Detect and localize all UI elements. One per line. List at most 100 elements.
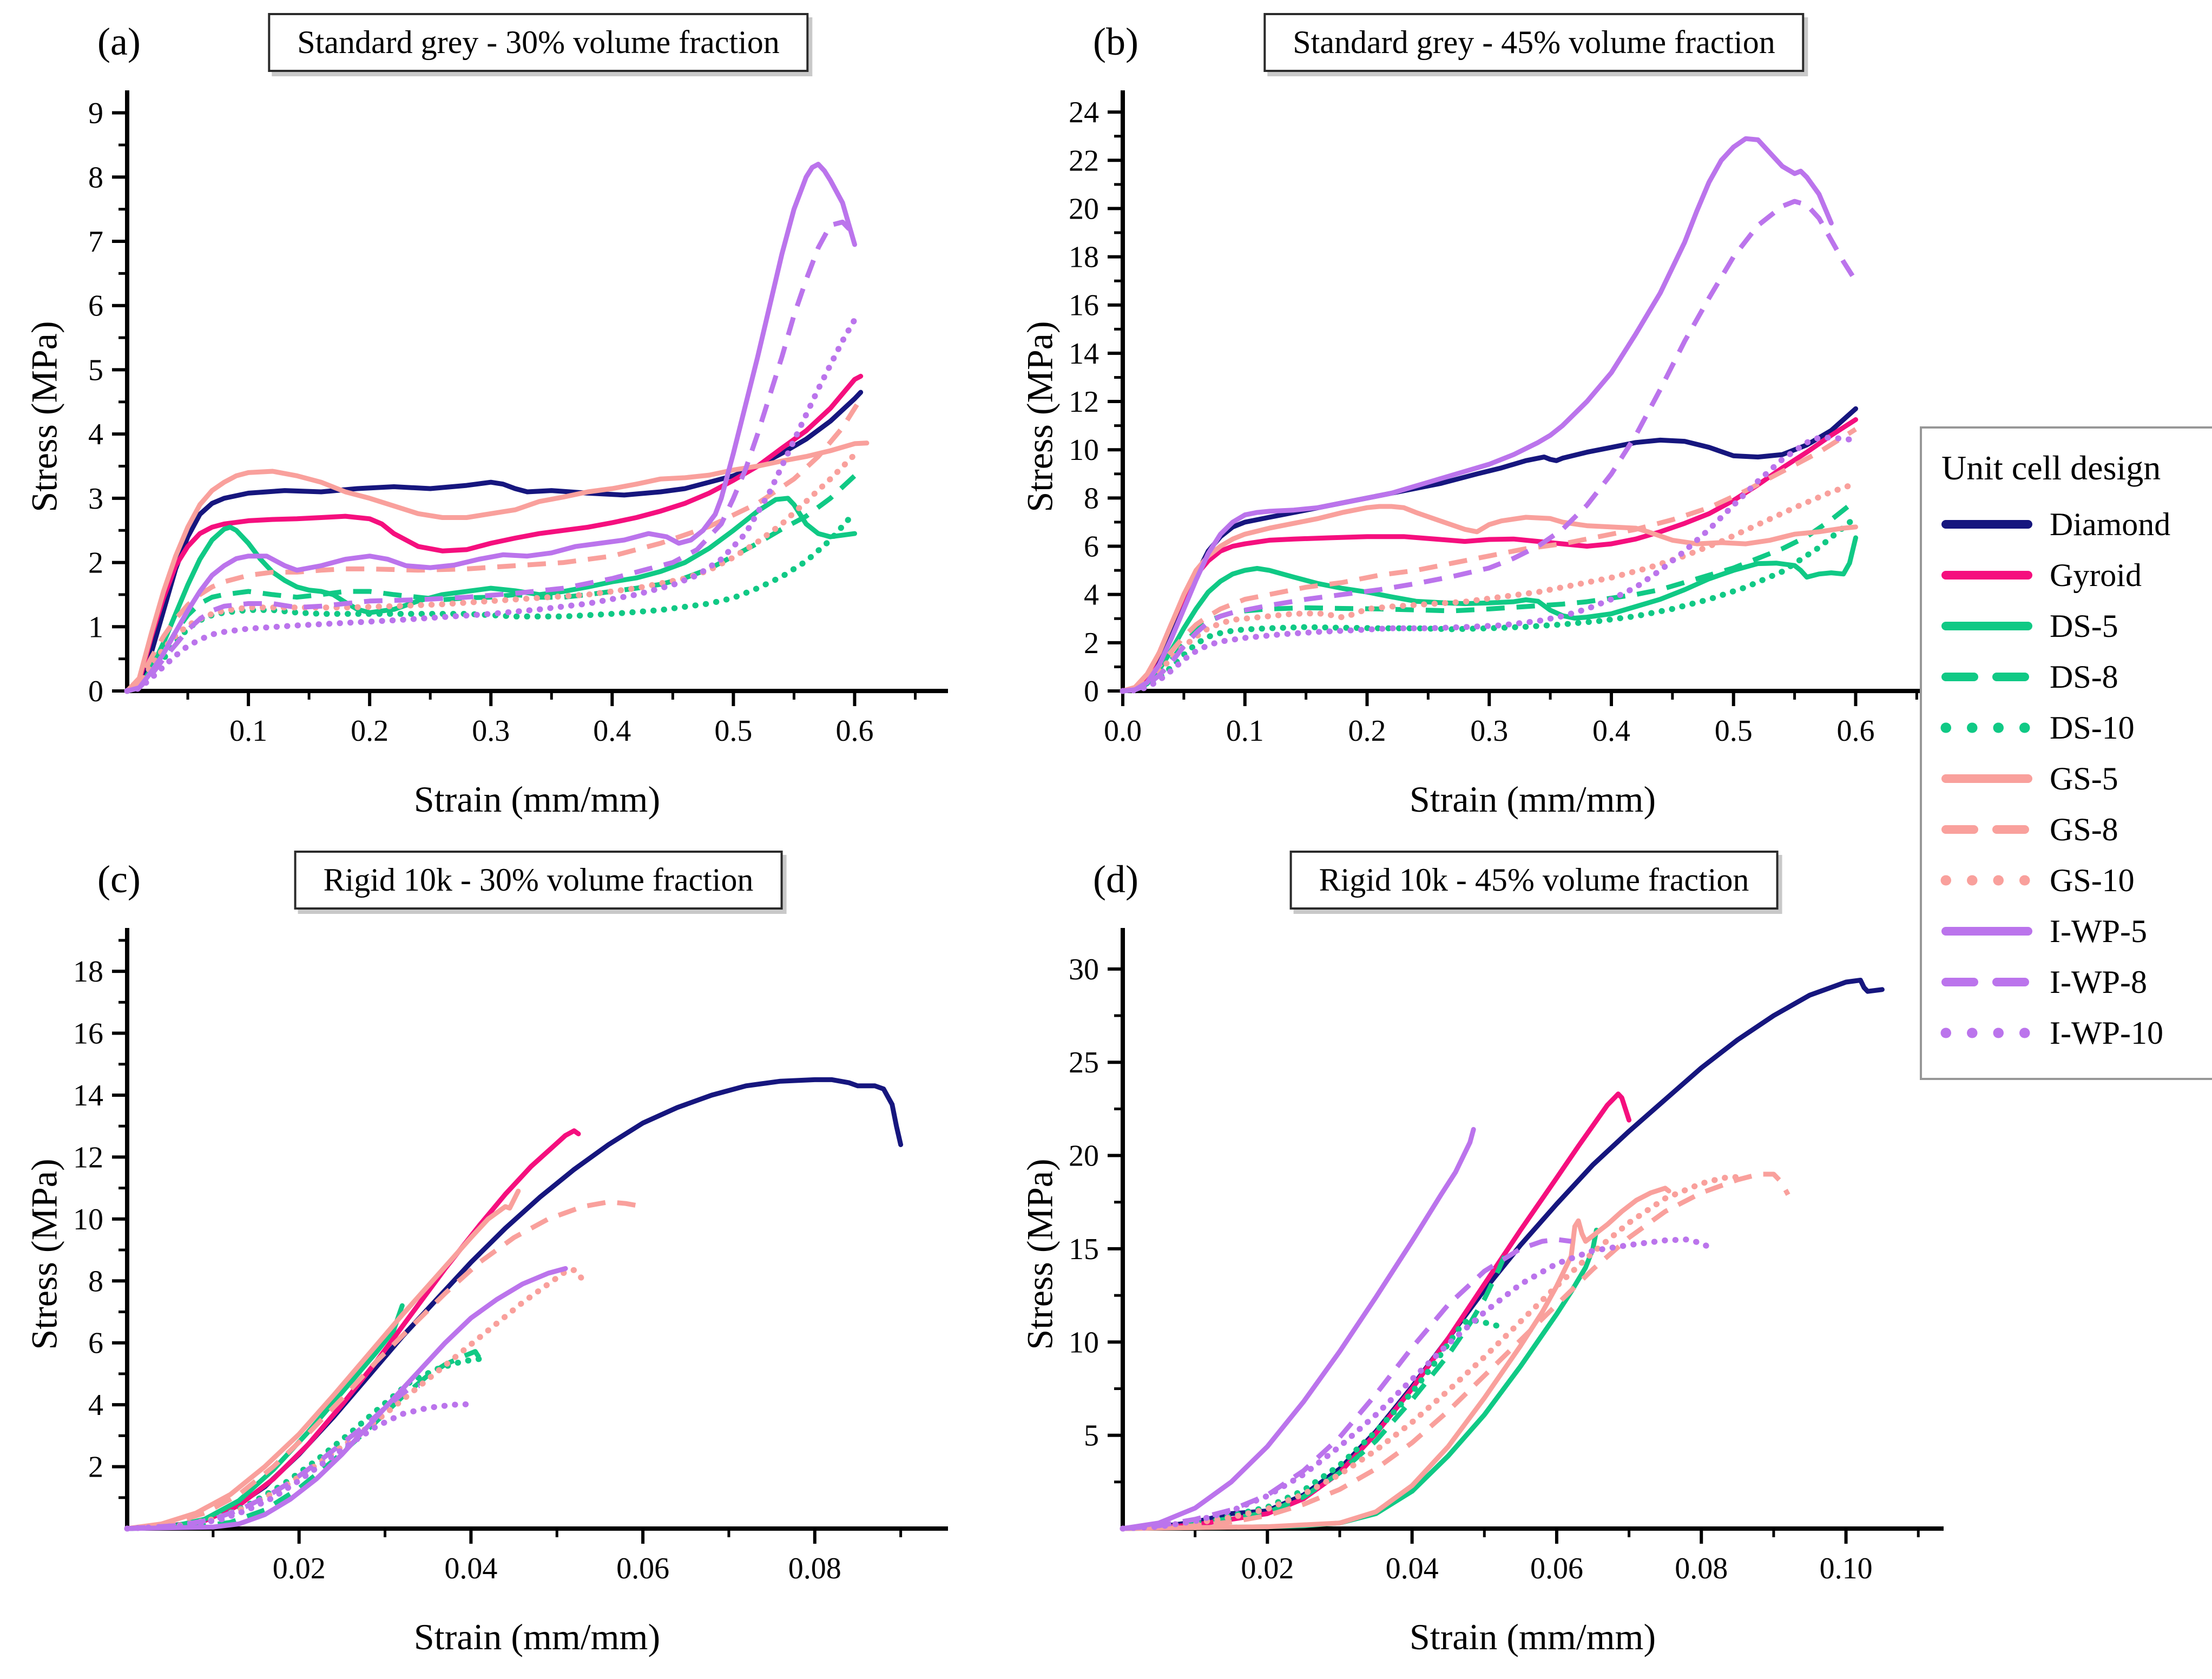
y-tick-label: 22 [1069,144,1099,177]
legend-item-label: I-WP-8 [2050,964,2147,1000]
panel-title-text: Rigid 10k - 45% volume fraction [1319,862,1749,898]
x-tick-label: 0.04 [444,1552,497,1585]
series-ds-10 [124,1355,487,1532]
y-tick-label: 6 [1084,530,1099,564]
panel-title: Rigid 10k - 30% volume fraction [294,851,783,910]
legend-line-sample-dotted [1940,875,2033,886]
y-tick-label: 6 [88,1327,103,1360]
legend-line-sample-solid [1941,622,2032,630]
y-tick-label: 2 [1084,627,1099,660]
legend-item-label: I-WP-10 [2050,1015,2163,1051]
y-tick-label: 7 [88,225,103,259]
y-tick-label: 15 [1069,1233,1099,1266]
legend-item: GS-8 [1940,804,2195,855]
x-tick-label: 0.2 [1348,714,1386,748]
legend-item: I-WP-5 [1940,906,2195,957]
panel-title-text: Standard grey - 45% volume fraction [1293,24,1775,60]
series-gs-5 [1120,1186,1671,1531]
legend-line-sample-dashed [1941,673,2032,681]
legend-item: GS-5 [1940,753,2195,804]
x-tick-label: 0.4 [1592,714,1630,748]
series-diamond [1120,406,1858,694]
y-tick-label: 20 [1069,1140,1099,1173]
x-tick-label: 0.08 [1675,1552,1728,1585]
x-tick-label: 0.02 [1241,1552,1294,1585]
x-tick-label: 0.04 [1386,1552,1439,1585]
x-tick-label: 0.02 [273,1552,326,1585]
y-tick-label: 12 [73,1141,103,1174]
stress-strain-plot-d: 0.02 0.04 0.06 0.08 0.10 5 10 15 20 25 30 [1069,928,1944,1585]
y-tick-label: 12 [1069,385,1099,419]
legend-line-sample-dotted [1940,1028,2033,1038]
y-tick-label: 4 [88,1388,103,1422]
x-tick-label: 0.4 [593,714,631,748]
legend-item: DS-10 [1940,702,2195,753]
legend-line-sample-solid [1941,571,2032,580]
y-tick-label: 10 [73,1203,103,1236]
panel-rigid10k-45: (d) Rigid 10k - 45% volume fraction Stre… [1012,843,1986,1679]
legend-item: DS-5 [1940,601,2195,651]
series-i-wp-5 [124,162,857,694]
y-tick-label: 1 [88,610,103,644]
series-i-wp-8 [1122,1237,1572,1531]
y-tick-label: 20 [1069,192,1099,226]
y-tick-label: 10 [1069,1326,1099,1359]
y-tick-label: 4 [88,418,103,451]
series-gs-10 [124,1267,586,1532]
legend-line-sample-dashed [1941,825,2032,834]
series-gs-5 [124,440,870,694]
series-i-wp-10 [124,317,858,694]
series-i-wp-10 [1120,434,1859,694]
y-tick-label: 10 [1069,433,1099,467]
y-tick-label: 16 [73,1017,103,1051]
series-gyroid [124,373,864,694]
series-i-wp-10 [1120,1236,1712,1532]
legend-box: Unit cell design Diamond Gyroid DS-5 DS-8 DS… [1920,426,2212,1080]
panel-title: Rigid 10k - 45% volume fraction [1289,851,1779,910]
series-gs-5 [124,1188,521,1531]
y-tick-label: 9 [88,97,103,130]
y-tick-label: 18 [1069,241,1099,274]
axis-spines [125,928,948,1531]
series-gs-10 [1120,1174,1748,1532]
series-ds-5 [1120,1227,1599,1531]
legend-item-label: DS-5 [2050,608,2118,644]
y-tick-label: 5 [88,353,103,387]
legend-item-label: DS-10 [2050,709,2135,746]
series-ds-8 [1122,1250,1512,1531]
y-tick-label: 30 [1069,953,1099,986]
legend-line-sample-solid [1941,774,2032,783]
series-ds-8 [1122,498,1858,694]
x-tick-label: 0.3 [472,714,510,748]
series-ds-8 [126,473,857,694]
stress-strain-plot-c: 0.02 0.04 0.06 0.08 2 4 6 8 10 12 14 16 18 [73,928,948,1585]
series-gs-10 [124,451,858,694]
legend-item-label: GS-10 [2050,862,2135,898]
series-i-wp-8 [127,1383,420,1531]
y-tick-label: 25 [1069,1046,1099,1079]
panel-title-text: Standard grey - 30% volume fraction [297,24,780,60]
series-gs-10 [1120,480,1859,694]
x-tick-label: 0.5 [1715,714,1753,748]
legend-line-sample-solid [1941,927,2032,936]
series-i-wp-8 [126,219,856,694]
series-i-wp-8 [1122,199,1858,694]
legend-item-label: Diamond [2050,506,2171,542]
y-tick-label: 2 [88,1451,103,1484]
x-axis-label: Strain (mm/mm) [413,779,661,820]
y-tick-label: 0 [88,675,103,708]
y-tick-label: 4 [1084,578,1099,612]
x-tick-label: 0.6 [1836,714,1874,748]
legend-line-sample-solid [1941,520,2032,529]
stress-strain-plot-a: 0.1 0.2 0.3 0.4 0.5 0.6 0 1 2 3 4 5 6 7 8 9 [88,90,948,748]
series-i-wp-10 [124,1401,474,1532]
y-tick-label: 0 [1084,675,1099,708]
panel-letter: (d) [1093,858,1138,901]
x-tick-label: 0.5 [714,714,752,748]
x-axis-label: Strain (mm/mm) [413,1616,661,1657]
x-tick-label: 0.3 [1470,714,1508,748]
legend-item: Gyroid [1940,550,2195,601]
series-ds-10 [124,509,858,694]
x-axis-label: Strain (mm/mm) [1409,779,1656,820]
y-tick-label: 16 [1069,289,1099,322]
